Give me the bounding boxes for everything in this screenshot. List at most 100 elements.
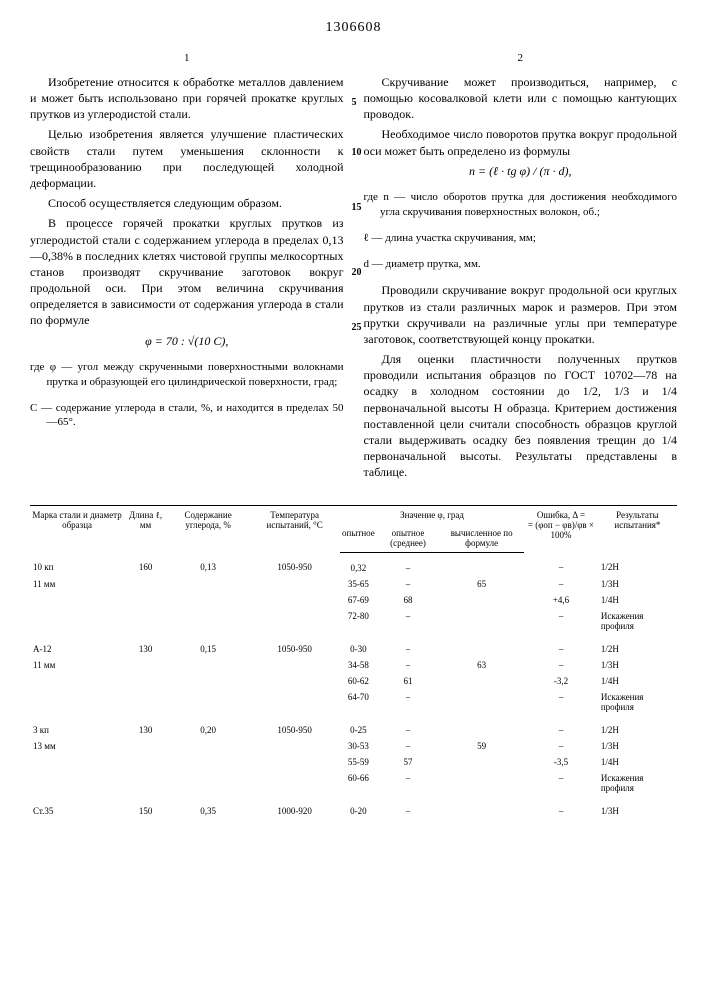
table-cell xyxy=(124,738,167,754)
table-row: 60-66––Искажения профиля xyxy=(30,770,677,796)
table-cell: – xyxy=(377,552,440,576)
table-cell: 130 xyxy=(124,715,167,738)
table-cell xyxy=(124,592,167,608)
table-cell: Ст.35 xyxy=(30,796,124,819)
table-cell xyxy=(124,754,167,770)
table-cell: – xyxy=(377,608,440,634)
table-cell: Искажения профиля xyxy=(598,770,677,796)
table-row: 55-5957-3,51/4H xyxy=(30,754,677,770)
table-cell xyxy=(249,689,340,715)
para: Изобретение относится к обработке металл… xyxy=(30,74,344,123)
table-cell: – xyxy=(524,657,598,673)
table-cell: 1/2H xyxy=(598,715,677,738)
table-cell: – xyxy=(524,689,598,715)
table-row: 13 мм30-53–59–1/3H xyxy=(30,738,677,754)
table-cell: – xyxy=(377,796,440,819)
table-cell xyxy=(167,657,249,673)
table-cell xyxy=(249,608,340,634)
table-cell: – xyxy=(524,738,598,754)
table-cell: 57 xyxy=(377,754,440,770)
table-cell: 3 кп xyxy=(30,715,124,738)
table-cell xyxy=(249,754,340,770)
table-row: 72-80––Искажения профиля xyxy=(30,608,677,634)
col-number-right: 2 xyxy=(364,51,678,66)
table-cell xyxy=(124,673,167,689)
table-cell xyxy=(124,608,167,634)
table-cell: 1/4H xyxy=(598,592,677,608)
table-row: 11 мм35-65–65–1/3H xyxy=(30,576,677,592)
table-cell xyxy=(439,592,524,608)
table-cell: 11 мм xyxy=(30,576,124,592)
where-clause: ℓ — длина участка скручивания, мм; xyxy=(380,231,677,246)
th: Марка стали и диаметр образца xyxy=(30,505,124,552)
para: Необходимое число поворотов прутка вокру… xyxy=(364,126,678,158)
table-cell xyxy=(167,738,249,754)
line-num: 15 xyxy=(352,201,362,215)
table-cell: 1050-950 xyxy=(249,552,340,576)
table-cell: 60-66 xyxy=(340,770,377,796)
table-cell xyxy=(30,673,124,689)
th-formula: = (φоп − φв)/φв × 100% xyxy=(528,520,594,540)
table-cell xyxy=(167,608,249,634)
table-cell xyxy=(167,689,249,715)
table-cell xyxy=(167,576,249,592)
table-cell: – xyxy=(377,738,440,754)
table-cell: – xyxy=(524,634,598,657)
table-cell: 55-59 xyxy=(340,754,377,770)
table-cell: – xyxy=(377,634,440,657)
para: Целью изобретения является улучшение пла… xyxy=(30,126,344,191)
table-cell: – xyxy=(524,576,598,592)
table-cell xyxy=(30,592,124,608)
table-row: 67-6968+4,61/4H xyxy=(30,592,677,608)
table-cell: 1/3H xyxy=(598,657,677,673)
table-cell xyxy=(30,608,124,634)
table-row: 11 мм34-58–63–1/3H xyxy=(30,657,677,673)
table-cell: 10 кп xyxy=(30,552,124,576)
left-column: 1 Изобретение относится к обработке мета… xyxy=(30,51,344,485)
table-cell: – xyxy=(524,770,598,796)
para: В процессе горячей прокатки круглых прут… xyxy=(30,215,344,328)
table-cell: 1050-950 xyxy=(249,634,340,657)
table-cell: 34-58 xyxy=(340,657,377,673)
table-cell: 1000-920 xyxy=(249,796,340,819)
table-cell: – xyxy=(524,715,598,738)
table-cell xyxy=(439,689,524,715)
table-cell: 60-62 xyxy=(340,673,377,689)
table-row: Ст.351500,351000-9200-20––1/3H xyxy=(30,796,677,819)
table-cell: 0,13 xyxy=(167,552,249,576)
where-clause: d — диаметр прутка, мм. xyxy=(380,257,677,272)
line-num: 20 xyxy=(352,266,362,280)
table-cell xyxy=(439,715,524,738)
table-cell xyxy=(167,770,249,796)
table-cell: -3,5 xyxy=(524,754,598,770)
table-row: А-121300,151050-9500-30––1/2H xyxy=(30,634,677,657)
table-row: 60-6261-3,21/4H xyxy=(30,673,677,689)
table-cell: 1/4H xyxy=(598,673,677,689)
table-cell: 65 xyxy=(439,576,524,592)
para: Для оценки пластичности полученных прутк… xyxy=(364,351,678,481)
th-text: Ошибка, Δ = xyxy=(537,510,585,520)
table-cell: – xyxy=(524,552,598,576)
results-table: Марка стали и диаметр образца Длина ℓ, м… xyxy=(30,505,677,819)
table-cell: – xyxy=(524,608,598,634)
table-cell xyxy=(249,592,340,608)
where-clause: где φ — угол между скрученными поверхнос… xyxy=(47,360,344,390)
table-cell: 61 xyxy=(377,673,440,689)
th: Длина ℓ, мм xyxy=(124,505,167,552)
table-cell xyxy=(249,576,340,592)
table-cell: 59 xyxy=(439,738,524,754)
table-cell: 0-25 xyxy=(340,715,377,738)
para: Способ осуществляется следующим образом. xyxy=(30,195,344,211)
table-cell: 1050-950 xyxy=(249,715,340,738)
table-cell: Искажения профиля xyxy=(598,689,677,715)
table-cell: – xyxy=(377,715,440,738)
th: опытное xyxy=(340,524,377,553)
table-cell xyxy=(439,608,524,634)
line-num: 10 xyxy=(352,146,362,160)
table-cell: 64-70 xyxy=(340,689,377,715)
th: опытное (среднее) xyxy=(377,524,440,553)
table-cell xyxy=(249,657,340,673)
th: Температура испытаний, °C xyxy=(249,505,340,552)
table-cell: – xyxy=(377,770,440,796)
th: вычисленное по формуле xyxy=(439,524,524,553)
